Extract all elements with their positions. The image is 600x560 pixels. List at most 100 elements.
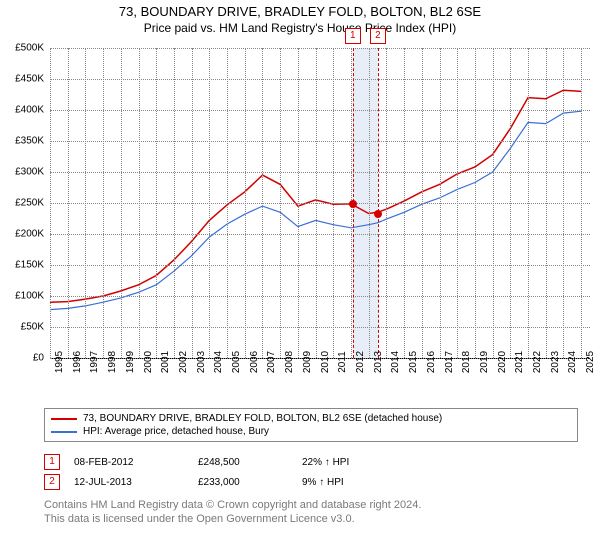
sale-row-date: 08-FEB-2012 — [74, 457, 184, 468]
gridline-v — [298, 48, 299, 358]
x-axis-label: 2021 — [514, 351, 525, 373]
gridline-v — [68, 48, 69, 358]
gridline-v — [510, 48, 511, 358]
gridline-v — [404, 48, 405, 358]
x-axis-label: 2015 — [408, 351, 419, 373]
sale-row-price: £233,000 — [198, 477, 288, 488]
x-axis-label: 2010 — [320, 351, 331, 373]
gridline-h — [50, 141, 590, 142]
gridline-h — [50, 296, 590, 297]
y-axis-label: £0 — [4, 353, 44, 364]
y-axis-label: £50K — [4, 322, 44, 333]
gridline-v — [493, 48, 494, 358]
x-axis-label: 2009 — [302, 351, 313, 373]
x-axis-label: 2018 — [461, 351, 472, 373]
gridline-v — [156, 48, 157, 358]
x-axis-label: 2017 — [444, 351, 455, 373]
sale-row-price: £248,500 — [198, 457, 288, 468]
legend-row: 73, BOUNDARY DRIVE, BRADLEY FOLD, BOLTON… — [51, 412, 571, 425]
legend-swatch — [51, 431, 77, 433]
title-area: 73, BOUNDARY DRIVE, BRADLEY FOLD, BOLTON… — [0, 0, 600, 35]
gridline-v — [369, 48, 370, 358]
x-axis-label: 2012 — [355, 351, 366, 373]
gridline-h — [50, 79, 590, 80]
gridline-v — [422, 48, 423, 358]
sale-row-delta: 9% ↑ HPI — [302, 477, 392, 488]
x-axis-label: 2016 — [426, 351, 437, 373]
legend-label: 73, BOUNDARY DRIVE, BRADLEY FOLD, BOLTON… — [83, 413, 442, 424]
x-axis-label: 1995 — [54, 351, 65, 373]
x-axis-label: 1999 — [125, 351, 136, 373]
footer-line-1: Contains HM Land Registry data © Crown c… — [44, 498, 421, 512]
sale-row-marker: 2 — [44, 474, 60, 490]
gridline-v — [280, 48, 281, 358]
sales-table: 108-FEB-2012£248,50022% ↑ HPI212-JUL-201… — [44, 452, 392, 492]
legend-row: HPI: Average price, detached house, Bury — [51, 425, 571, 438]
gridline-h — [50, 265, 590, 266]
plot: 12 — [50, 48, 590, 359]
footer: Contains HM Land Registry data © Crown c… — [44, 498, 421, 527]
y-axis-label: £500K — [4, 43, 44, 54]
sale-dot — [374, 210, 382, 218]
gridline-v — [440, 48, 441, 358]
x-axis-label: 2002 — [178, 351, 189, 373]
gridline-v — [103, 48, 104, 358]
gridline-h — [50, 110, 590, 111]
gridline-h — [50, 327, 590, 328]
sale-row-date: 12-JUL-2013 — [74, 477, 184, 488]
gridline-v — [50, 48, 51, 358]
gridline-h — [50, 48, 590, 49]
y-axis-label: £200K — [4, 229, 44, 240]
x-axis-label: 2006 — [249, 351, 260, 373]
legend-label: HPI: Average price, detached house, Bury — [83, 426, 269, 437]
legend: 73, BOUNDARY DRIVE, BRADLEY FOLD, BOLTON… — [44, 408, 578, 442]
sale-row-marker: 1 — [44, 454, 60, 470]
chart-area: 12 £0£50K£100K£150K£200K£250K£300K£350K£… — [50, 48, 590, 368]
y-axis-label: £250K — [4, 198, 44, 209]
x-axis-label: 2000 — [143, 351, 154, 373]
x-axis-label: 2011 — [337, 351, 348, 373]
y-axis-label: £100K — [4, 291, 44, 302]
sale-marker-box: 2 — [370, 28, 386, 44]
gridline-v — [245, 48, 246, 358]
y-axis-label: £300K — [4, 167, 44, 178]
gridline-v — [316, 48, 317, 358]
gridline-v — [528, 48, 529, 358]
gridline-h — [50, 203, 590, 204]
x-axis-label: 1998 — [107, 351, 118, 373]
page-subtitle: Price paid vs. HM Land Registry's House … — [0, 21, 600, 35]
x-axis-label: 2019 — [479, 351, 490, 373]
x-axis-label: 2025 — [585, 351, 596, 373]
gridline-v — [85, 48, 86, 358]
gridline-v — [333, 48, 334, 358]
gridline-v — [192, 48, 193, 358]
sale-vline — [378, 48, 379, 358]
gridline-v — [227, 48, 228, 358]
gridline-h — [50, 234, 590, 235]
x-axis-label: 2004 — [213, 351, 224, 373]
x-axis-label: 2014 — [390, 351, 401, 373]
gridline-v — [174, 48, 175, 358]
x-axis-label: 2023 — [550, 351, 561, 373]
x-axis-label: 2013 — [373, 351, 384, 373]
x-axis-label: 1996 — [72, 351, 83, 373]
gridline-h — [50, 172, 590, 173]
gridline-v — [262, 48, 263, 358]
page-title: 73, BOUNDARY DRIVE, BRADLEY FOLD, BOLTON… — [0, 4, 600, 19]
gridline-v — [457, 48, 458, 358]
x-axis-label: 1997 — [89, 351, 100, 373]
footer-line-2: This data is licensed under the Open Gov… — [44, 512, 421, 526]
gridline-v — [563, 48, 564, 358]
y-axis-label: £400K — [4, 105, 44, 116]
sale-dot — [349, 200, 357, 208]
y-axis-label: £450K — [4, 74, 44, 85]
sale-marker-box: 1 — [345, 28, 361, 44]
x-axis-label: 2001 — [160, 351, 171, 373]
gridline-v — [546, 48, 547, 358]
x-axis-label: 2003 — [196, 351, 207, 373]
x-axis-label: 2024 — [567, 351, 578, 373]
gridline-v — [139, 48, 140, 358]
gridline-v — [121, 48, 122, 358]
sale-row: 108-FEB-2012£248,50022% ↑ HPI — [44, 452, 392, 472]
y-axis-label: £150K — [4, 260, 44, 271]
